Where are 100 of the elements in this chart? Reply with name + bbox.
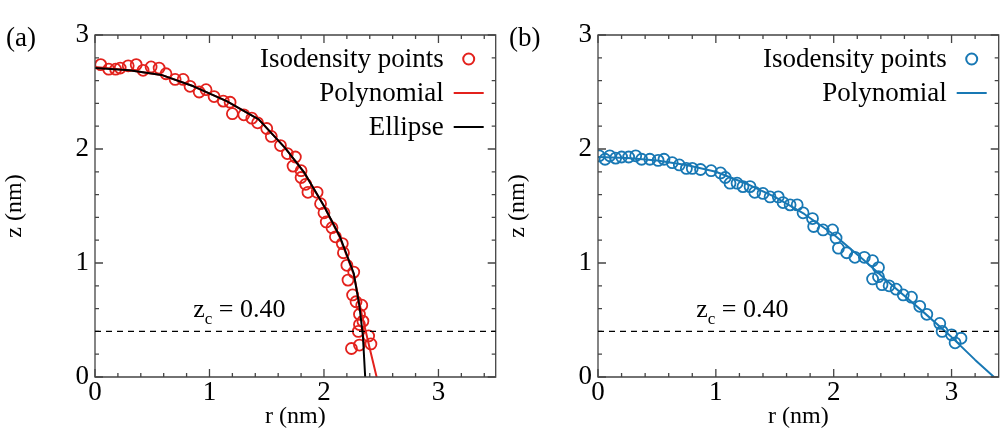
point [643,152,657,166]
point [121,59,135,73]
point [337,246,350,260]
point [129,58,143,72]
point [301,185,315,199]
point [948,336,962,350]
point [319,215,333,229]
point [840,246,854,260]
point [225,107,239,121]
point [294,164,308,178]
point [672,158,686,172]
point [349,295,363,309]
point [364,337,378,351]
point [776,196,790,209]
point [136,63,150,77]
x-axis-title: r (nm) [768,401,829,428]
point [829,231,843,245]
text: (b) [509,22,541,52]
point [341,273,355,287]
point [935,325,949,338]
point [168,73,182,86]
point [748,185,762,199]
point [882,279,896,293]
point [679,161,693,175]
y-axis-title: z (nm) [502,174,529,238]
point [622,150,636,164]
legend-label: Polynomial [319,77,444,107]
point [954,331,968,345]
point [635,152,649,166]
point [933,317,947,330]
point [325,221,339,235]
point [905,290,918,304]
y-axis-title: z (nm) [0,174,26,238]
point [743,180,757,194]
point [159,67,173,81]
point [340,258,354,272]
point [848,250,862,264]
point [109,62,123,76]
point [199,83,213,97]
point [183,79,197,93]
point [280,147,294,160]
x-tick-label: 3 [431,376,446,407]
point [351,325,365,338]
point [345,342,358,355]
point [299,177,313,191]
point [176,73,190,86]
point [866,272,879,286]
point [237,108,251,122]
point [730,176,744,190]
point [723,176,737,190]
y-tick-label: 3 [75,18,89,49]
point [807,220,821,233]
point [736,180,750,194]
point [832,241,845,255]
point [913,299,927,313]
point [609,151,623,165]
point [603,149,617,163]
point [245,111,259,125]
point [857,250,871,264]
point [718,171,732,184]
point [875,278,889,292]
legend-label: Ellipse [368,111,444,141]
x-tick-label: 2 [826,376,841,407]
point [615,150,628,164]
point [783,198,797,212]
point [685,161,699,175]
point [102,62,116,76]
y-tick-label: 2 [75,132,89,163]
point [629,149,643,163]
point [816,223,830,237]
legend-label: Isodensity points [762,43,947,73]
point [353,318,366,331]
point [866,254,879,268]
y-tick-label: 3 [578,18,592,49]
point [335,237,349,251]
point [694,163,707,176]
point [920,307,934,321]
point [945,328,958,342]
point [790,198,804,212]
point [274,139,287,152]
point [763,190,777,204]
point [353,307,366,321]
point [347,265,361,279]
point [310,185,324,199]
point [756,187,770,200]
y-tick-label: 1 [578,246,592,277]
point [207,90,221,103]
point [314,197,327,211]
text: (a) [6,22,36,52]
point [288,150,302,164]
point [796,206,810,220]
point [346,288,359,302]
point [872,261,885,274]
point [356,314,370,328]
point [704,164,718,178]
point [362,329,376,343]
point [144,60,158,74]
point [896,288,910,302]
x-tick-label: 1 [202,376,217,407]
point [353,338,366,352]
